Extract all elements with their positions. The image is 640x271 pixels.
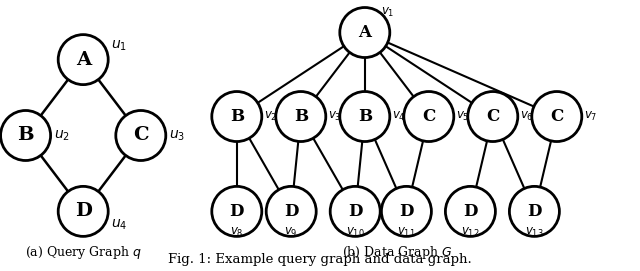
Ellipse shape xyxy=(532,92,582,141)
Ellipse shape xyxy=(1,111,51,160)
Text: B: B xyxy=(358,108,372,125)
Ellipse shape xyxy=(445,186,495,236)
Text: C: C xyxy=(550,108,563,125)
Text: $v_{9}$: $v_{9}$ xyxy=(284,226,298,239)
Text: A: A xyxy=(358,24,371,41)
Text: $v_{13}$: $v_{13}$ xyxy=(525,226,544,239)
Ellipse shape xyxy=(276,92,326,141)
Text: $v_{5}$: $v_{5}$ xyxy=(456,110,469,123)
Ellipse shape xyxy=(116,111,166,160)
Ellipse shape xyxy=(266,186,316,236)
Text: $u_3$: $u_3$ xyxy=(169,128,185,143)
Text: $v_{3}$: $v_{3}$ xyxy=(328,110,341,123)
Text: D: D xyxy=(284,203,298,220)
Text: $v_{11}$: $v_{11}$ xyxy=(397,226,416,239)
Text: Fig. 1: Example query graph and data graph.: Fig. 1: Example query graph and data gra… xyxy=(168,253,472,266)
Text: $v_{6}$: $v_{6}$ xyxy=(520,110,533,123)
Text: D: D xyxy=(399,203,413,220)
Text: $v_{7}$: $v_{7}$ xyxy=(584,110,597,123)
Ellipse shape xyxy=(58,35,108,85)
Text: $u_2$: $u_2$ xyxy=(54,128,70,143)
Text: (b) Data Graph $G$: (b) Data Graph $G$ xyxy=(342,244,452,260)
Ellipse shape xyxy=(468,92,518,141)
Text: $v_{10}$: $v_{10}$ xyxy=(346,226,365,239)
Text: C: C xyxy=(133,127,148,144)
Text: B: B xyxy=(230,108,244,125)
Text: D: D xyxy=(527,203,541,220)
Text: $u_4$: $u_4$ xyxy=(111,218,128,232)
Text: $u_1$: $u_1$ xyxy=(111,39,127,53)
Text: C: C xyxy=(422,108,435,125)
Text: B: B xyxy=(294,108,308,125)
Ellipse shape xyxy=(58,186,108,236)
Ellipse shape xyxy=(212,186,262,236)
Ellipse shape xyxy=(340,8,390,57)
Ellipse shape xyxy=(330,186,380,236)
Ellipse shape xyxy=(212,92,262,141)
Text: D: D xyxy=(230,203,244,220)
Text: $v_{2}$: $v_{2}$ xyxy=(264,110,277,123)
Ellipse shape xyxy=(381,186,431,236)
Text: D: D xyxy=(463,203,477,220)
Text: C: C xyxy=(486,108,499,125)
Text: $v_{12}$: $v_{12}$ xyxy=(461,226,480,239)
Text: A: A xyxy=(76,51,91,69)
Ellipse shape xyxy=(509,186,559,236)
Text: $v_{4}$: $v_{4}$ xyxy=(392,110,405,123)
Ellipse shape xyxy=(404,92,454,141)
Text: (a) Query Graph $q$: (a) Query Graph $q$ xyxy=(25,244,141,260)
Ellipse shape xyxy=(340,92,390,141)
Text: D: D xyxy=(348,203,362,220)
Text: $v_{1}$: $v_{1}$ xyxy=(381,6,394,19)
Text: $v_{8}$: $v_{8}$ xyxy=(230,226,244,239)
Text: D: D xyxy=(75,202,92,220)
Text: B: B xyxy=(17,127,34,144)
